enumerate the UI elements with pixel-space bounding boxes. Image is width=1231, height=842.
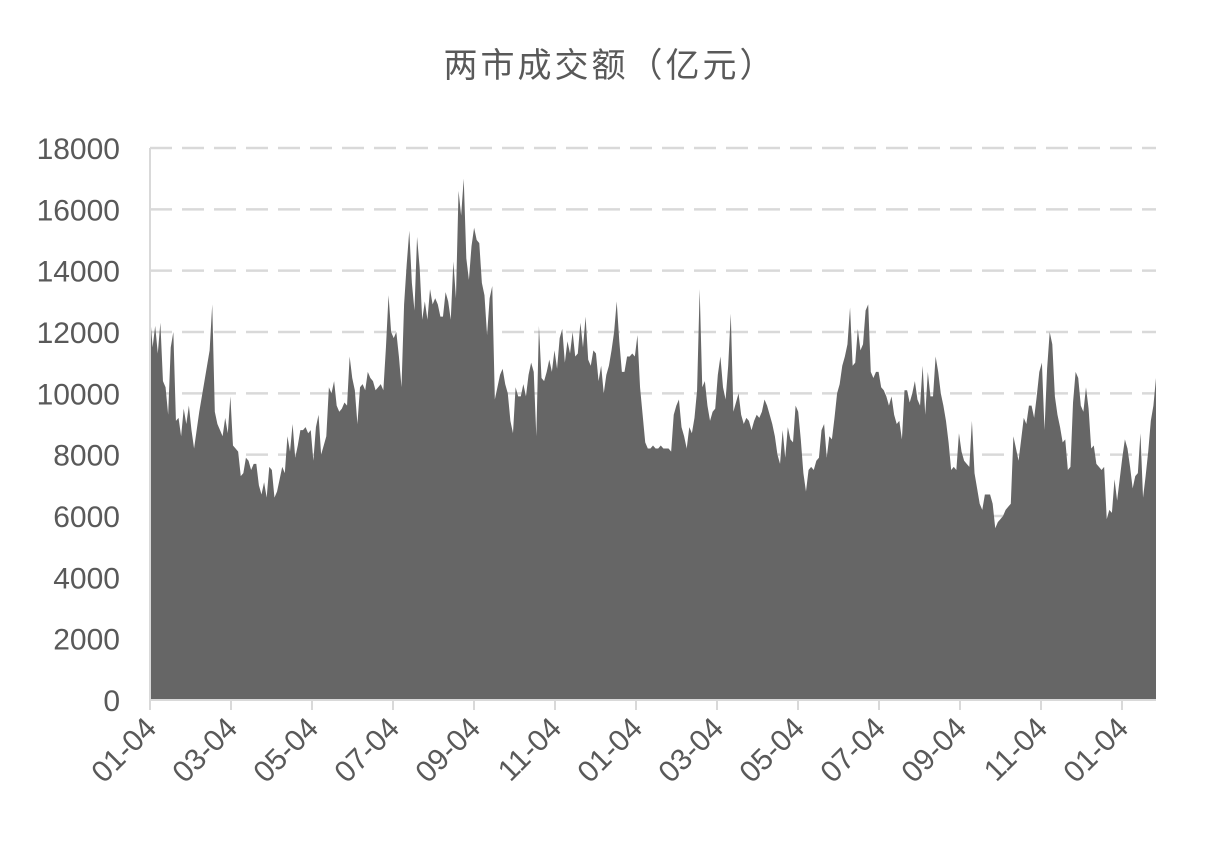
y-tick-label: 6000 <box>53 501 120 534</box>
y-tick-label: 10000 <box>37 378 120 411</box>
x-tick-label: 09-04 <box>895 712 973 790</box>
x-tick-label: 09-04 <box>409 712 487 790</box>
x-axis-ticks: 01-04 03-04 05-04 07-04 09-04 11-04 01-04 03-04… <box>85 700 1135 789</box>
x-tick-label: 03-04 <box>652 712 730 790</box>
y-tick-label: 8000 <box>53 440 120 473</box>
x-tick-label: 05-04 <box>247 712 325 790</box>
y-tick-label: 12000 <box>37 317 120 350</box>
y-tick-label: 4000 <box>53 562 120 595</box>
x-tick-label: 07-04 <box>328 712 406 790</box>
x-tick-label: 01-04 <box>571 712 649 790</box>
y-tick-label: 0 <box>103 685 120 718</box>
x-tick-label: 11-04 <box>978 712 1054 788</box>
x-tick-label: 01-04 <box>1057 712 1135 790</box>
y-tick-label: 16000 <box>37 194 120 227</box>
plot-area <box>150 178 1156 701</box>
y-tick-label: 18000 <box>37 133 120 166</box>
x-tick-label: 01-04 <box>85 712 163 790</box>
y-axis-ticks: 0 2000 4000 6000 8000 10000 12000 14000 16000 180… <box>37 133 120 718</box>
chart-title: 两市成交额（亿元） <box>444 46 777 86</box>
y-tick-label: 14000 <box>37 256 120 289</box>
x-tick-label: 07-04 <box>814 712 892 790</box>
x-tick-label: 03-04 <box>166 712 244 790</box>
turnover-area-series <box>150 178 1156 701</box>
x-tick-label: 05-04 <box>733 712 811 790</box>
x-tick-label: 11-04 <box>492 712 568 788</box>
y-tick-label: 2000 <box>53 624 120 657</box>
